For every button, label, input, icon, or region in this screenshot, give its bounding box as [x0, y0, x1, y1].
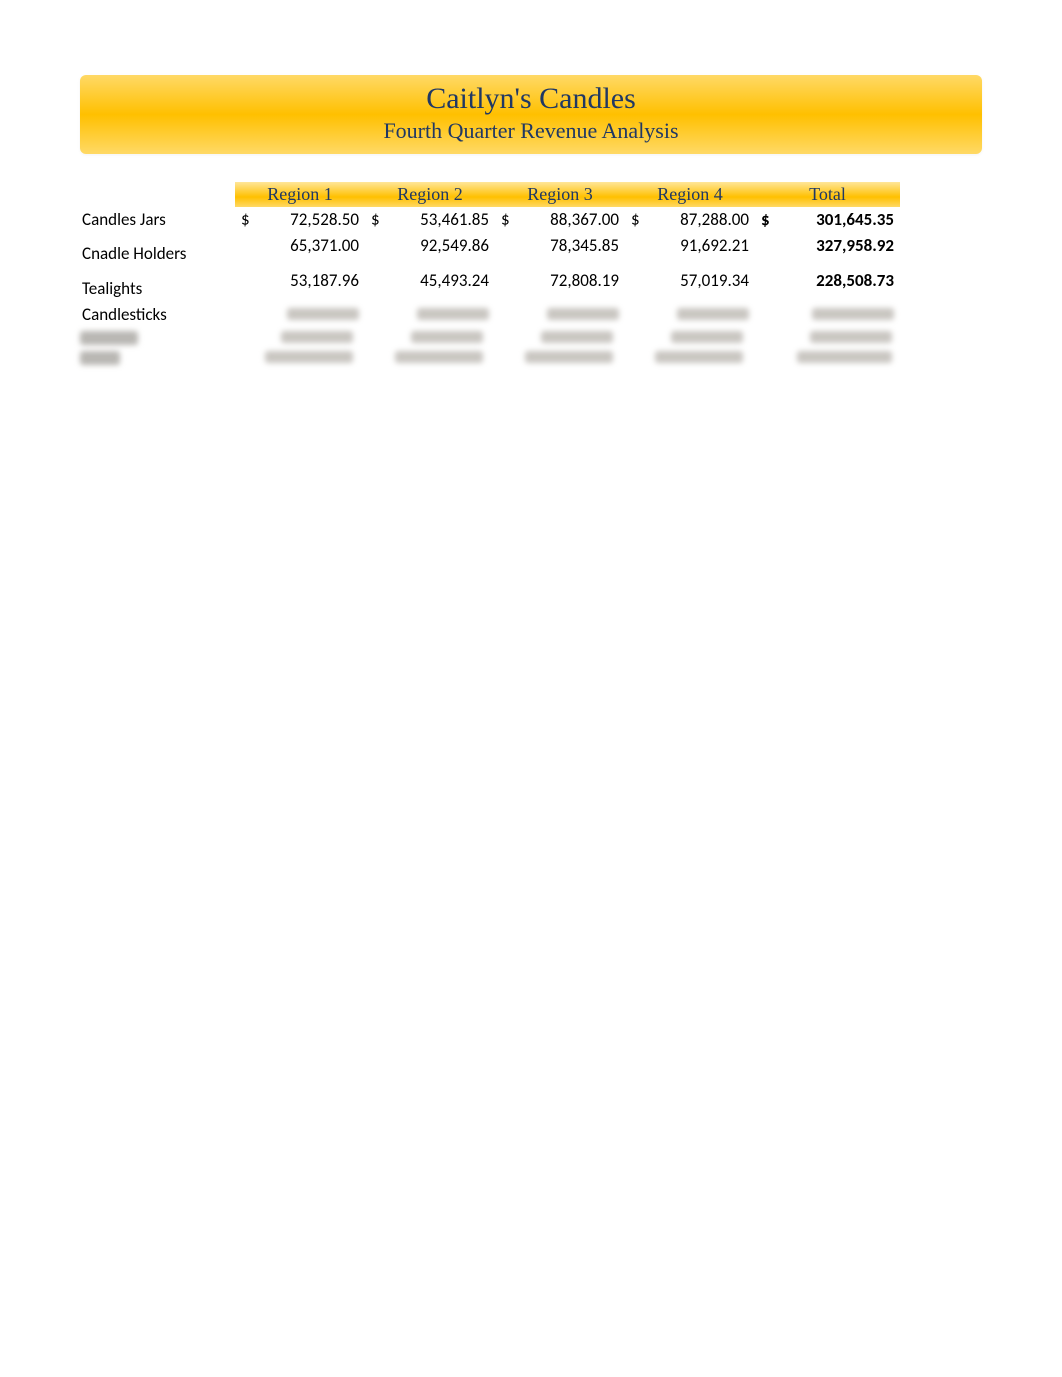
- cell-value: 45,493.24: [383, 268, 489, 294]
- currency-symbol: [625, 268, 643, 294]
- data-cell: 72,808.19: [495, 268, 625, 294]
- page-subtitle: Fourth Quarter Revenue Analysis: [80, 117, 982, 146]
- row-label: Tealights: [80, 276, 235, 302]
- total-value: 301,645.35: [773, 207, 894, 233]
- data-cell: 91,692.21: [625, 233, 755, 259]
- data-cell: $72,528.50: [235, 207, 365, 233]
- data-cell: 65,371.00: [235, 233, 365, 259]
- data-cell: [495, 308, 625, 320]
- cell-value: [643, 308, 749, 320]
- currency-symbol: [495, 268, 513, 294]
- data-cell: 57,019.34: [625, 268, 755, 294]
- currency-symbol: [755, 233, 773, 259]
- table-row: Tealights 53,187.96 45,493.24 72,808.19 57,0…: [80, 268, 982, 303]
- cell-value: [513, 308, 619, 320]
- cell-value: 78,345.85: [513, 233, 619, 259]
- currency-symbol: [235, 268, 253, 294]
- page-title: Caitlyn's Candles: [80, 81, 982, 117]
- total-value: [773, 308, 894, 320]
- data-cell: [365, 308, 495, 320]
- data-cell: 45,493.24: [365, 268, 495, 294]
- cell-value: 53,461.85: [383, 207, 489, 233]
- data-cell: $53,461.85: [365, 207, 495, 233]
- currency-symbol: $: [625, 207, 643, 233]
- data-table-body: Candles Jars$72,528.50$53,461.85$88,367.…: [80, 207, 982, 329]
- row-label: Candles Jars: [80, 207, 235, 233]
- column-header-region3: Region 3: [495, 182, 625, 207]
- blurred-preview-rows: [80, 331, 982, 365]
- column-header-total: Total: [755, 182, 900, 207]
- blurred-row: [80, 351, 982, 365]
- currency-symbol: [755, 268, 773, 294]
- cell-value: 92,549.86: [383, 233, 489, 259]
- currency-symbol: $: [365, 207, 383, 233]
- total-value: 327,958.92: [773, 233, 894, 259]
- total-cell: $301,645.35: [755, 207, 900, 233]
- currency-symbol: $: [495, 207, 513, 233]
- total-value: 228,508.73: [773, 268, 894, 294]
- data-cell: 53,187.96: [235, 268, 365, 294]
- cell-value: 87,288.00: [643, 207, 749, 233]
- cell-value: 72,528.50: [253, 207, 359, 233]
- title-banner: Caitlyn's Candles Fourth Quarter Revenue…: [80, 75, 982, 154]
- cell-value: 88,367.00: [513, 207, 619, 233]
- column-header-region4: Region 4: [625, 182, 755, 207]
- currency-symbol: [235, 308, 253, 320]
- cell-value: 53,187.96: [253, 268, 359, 294]
- table-row: Cnadle Holders 65,371.00 92,549.86 78,345.8…: [80, 233, 982, 268]
- currency-symbol: [365, 233, 383, 259]
- cell-value: 72,808.19: [513, 268, 619, 294]
- currency-symbol: [625, 308, 643, 320]
- row-label: Cnadle Holders: [80, 241, 235, 267]
- data-cell: $88,367.00: [495, 207, 625, 233]
- cell-value: 65,371.00: [253, 233, 359, 259]
- blurred-row: [80, 331, 982, 345]
- total-cell: 327,958.92: [755, 233, 900, 259]
- currency-symbol: [495, 308, 513, 320]
- data-cell: $87,288.00: [625, 207, 755, 233]
- total-cell: [755, 308, 900, 320]
- currency-symbol: [365, 308, 383, 320]
- currency-symbol: [235, 233, 253, 259]
- cell-value: 57,019.34: [643, 268, 749, 294]
- cell-value: [253, 308, 359, 320]
- column-header-spacer: [80, 182, 235, 207]
- currency-symbol: [495, 233, 513, 259]
- data-cell: [625, 308, 755, 320]
- data-cell: 92,549.86: [365, 233, 495, 259]
- data-cell: 78,345.85: [495, 233, 625, 259]
- column-header-region1: Region 1: [235, 182, 365, 207]
- row-label: Candlesticks: [80, 302, 235, 328]
- column-header-row: Region 1 Region 2 Region 3 Region 4 Tota…: [80, 182, 982, 207]
- currency-symbol: [625, 233, 643, 259]
- cell-value: 91,692.21: [643, 233, 749, 259]
- data-cell: [235, 308, 365, 320]
- total-cell: 228,508.73: [755, 268, 900, 294]
- table-row: Candles Jars$72,528.50$53,461.85$88,367.…: [80, 207, 982, 233]
- currency-symbol: [365, 268, 383, 294]
- table-row: Candlesticks: [80, 302, 982, 328]
- column-header-region2: Region 2: [365, 182, 495, 207]
- currency-symbol: $: [755, 207, 773, 233]
- cell-value: [383, 308, 489, 320]
- currency-symbol: $: [235, 207, 253, 233]
- currency-symbol: [755, 308, 773, 320]
